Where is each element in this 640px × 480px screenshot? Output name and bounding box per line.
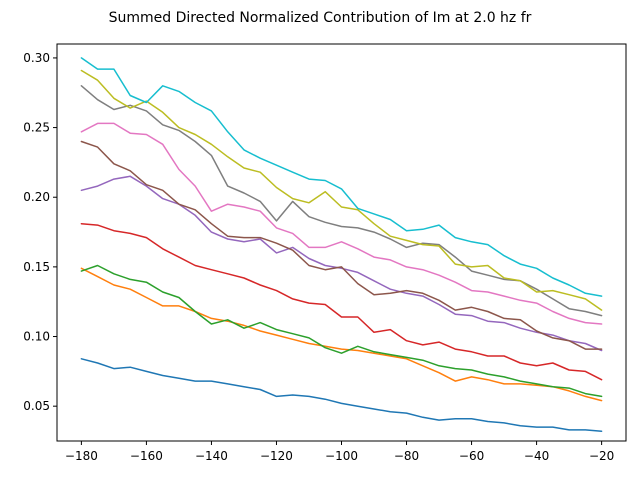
series-line-3	[80, 264, 603, 398]
x-tick-label: −60	[459, 449, 484, 463]
y-tick-label: 0.25	[23, 121, 50, 135]
x-tick-label: −40	[524, 449, 549, 463]
series-layer	[80, 57, 603, 432]
series-line-1	[80, 358, 603, 432]
x-tick-label: −120	[260, 449, 293, 463]
series-line-2	[80, 267, 603, 402]
x-tick-label: −100	[325, 449, 358, 463]
y-tick-label: 0.30	[23, 51, 50, 65]
series-line-4	[80, 222, 603, 381]
x-tick-label: −140	[195, 449, 228, 463]
y-tick-label: 0.10	[23, 330, 50, 344]
y-tick-label: 0.20	[23, 190, 50, 204]
series-line-10	[80, 57, 603, 297]
series-line-6	[80, 140, 603, 350]
series-line-5	[80, 175, 603, 352]
chart-title: Summed Directed Normalized Contribution …	[109, 10, 532, 26]
x-tick-label: −160	[130, 449, 163, 463]
series-line-9	[80, 69, 603, 311]
y-tick-label: 0.05	[23, 399, 50, 413]
x-tick-label: −180	[65, 449, 98, 463]
y-axis: 0.05 0.10 0.15 0.20 0.25 0.30	[23, 51, 57, 413]
plot-frame	[56, 43, 627, 442]
y-tick-label: 0.15	[23, 260, 50, 274]
x-axis: −180 −160 −140 −120 −100 −80 −60 −40 −20	[65, 441, 614, 463]
series-line-7	[80, 122, 603, 325]
x-tick-label: −20	[589, 449, 614, 463]
x-tick-label: −80	[394, 449, 419, 463]
series-line-8	[80, 85, 603, 317]
